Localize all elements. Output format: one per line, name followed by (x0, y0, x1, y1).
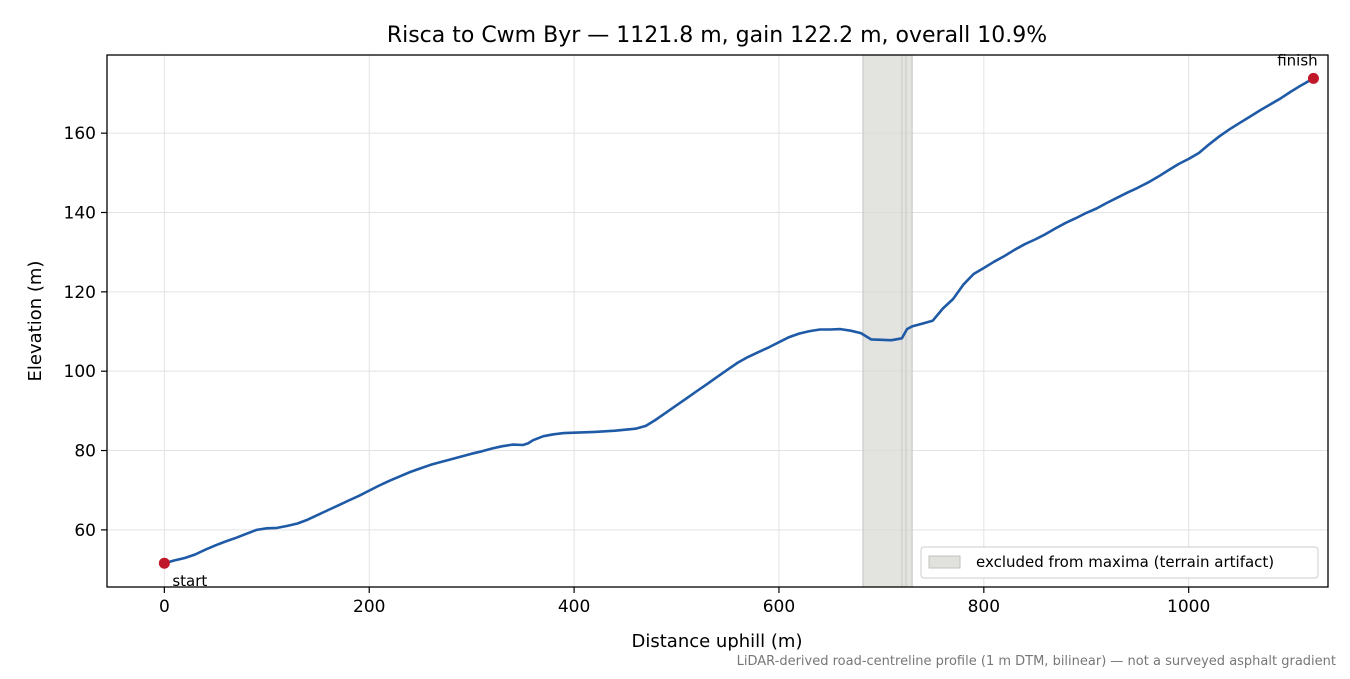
elevation-profile-line (163, 77, 1315, 565)
plot-area (107, 55, 1328, 587)
y-tick-label: 140 (64, 203, 96, 223)
start-point (158, 557, 170, 569)
y-tick-label: 60 (74, 521, 96, 541)
chart-title: Risca to Cwm Byr — 1121.8 m, gain 122.2 … (387, 23, 1047, 48)
excluded-region-shade (862, 54, 913, 588)
y-tick-label: 120 (64, 283, 96, 303)
plot-frame (106, 54, 1329, 588)
x-tick-label: 0 (159, 597, 170, 617)
y-axis-label: Elevation (m) (25, 261, 46, 382)
x-axis-label: Distance uphill (m) (632, 631, 803, 652)
legend: excluded from maxima (terrain artifact) (920, 546, 1319, 579)
legend-box (920, 546, 1319, 579)
x-tick-label: 1000 (1167, 597, 1210, 617)
start-label: start (172, 572, 207, 590)
x-tick-label: 400 (558, 597, 590, 617)
y-tick-label: 100 (64, 362, 96, 382)
finish-label: finish (1277, 51, 1317, 69)
legend-label: excluded from maxima (terrain artifact) (976, 553, 1274, 571)
y-tick-label: 160 (64, 124, 96, 144)
x-tick-label: 800 (968, 597, 1000, 617)
finish-point (1307, 72, 1319, 84)
x-tick-label: 600 (763, 597, 795, 617)
x-tick-label: 200 (353, 597, 385, 617)
footnote: LiDAR-derived road-centreline profile (1… (737, 654, 1336, 669)
y-tick-label: 80 (74, 442, 96, 462)
legend-swatch (928, 555, 961, 569)
